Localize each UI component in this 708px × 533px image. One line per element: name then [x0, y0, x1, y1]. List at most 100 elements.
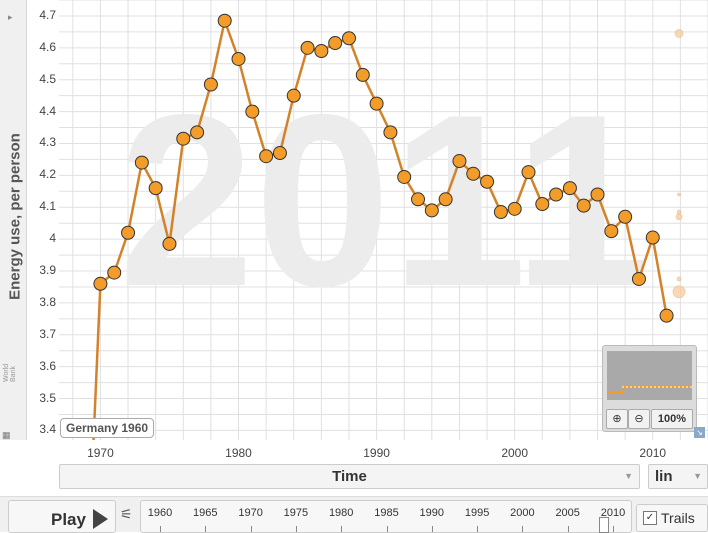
data-point[interactable] [369, 96, 384, 111]
data-point[interactable] [507, 201, 522, 216]
minimap[interactable]: ⊕ ⊖ 100% [602, 345, 697, 432]
data-point[interactable] [452, 154, 467, 169]
data-point[interactable] [162, 236, 177, 251]
y-tick-label: 4 [49, 231, 56, 246]
chart-plot-area: 2011 [59, 0, 708, 440]
other-entity-bubble[interactable] [676, 276, 682, 282]
data-point[interactable] [341, 31, 356, 46]
timeline-year-label: 1960 [147, 507, 173, 519]
other-entity-bubble[interactable] [672, 285, 686, 299]
data-point[interactable] [424, 203, 439, 218]
timeline-year-label: 2010 [600, 507, 626, 519]
data-point[interactable] [631, 271, 646, 286]
data-point[interactable] [355, 67, 370, 82]
resize-icon[interactable]: ↘ [694, 427, 705, 438]
data-point[interactable] [438, 192, 453, 207]
data-point[interactable] [259, 149, 274, 164]
timeline-slider[interactable]: 1960 1965 1970 1975 1980 1985 1990 1995 2000 2005… [140, 500, 632, 533]
x-tick-label: 1970 [87, 446, 114, 460]
x-tick-label: 1990 [363, 446, 390, 460]
trails-checkbox[interactable]: ✓ [643, 511, 657, 525]
data-point[interactable] [480, 174, 495, 189]
data-point[interactable] [107, 265, 122, 280]
timeline-tick [386, 526, 388, 532]
timeline-tick [567, 526, 569, 532]
data-point[interactable] [286, 88, 301, 103]
timeline-tick [341, 526, 343, 532]
data-point[interactable] [314, 44, 329, 59]
data-point[interactable] [383, 125, 398, 140]
data-point[interactable] [245, 104, 260, 119]
data-point[interactable] [411, 192, 426, 207]
data-point[interactable] [217, 13, 232, 28]
data-point[interactable] [203, 77, 218, 92]
timeline-year-label: 2000 [510, 507, 535, 519]
x-axis-selector[interactable]: Time ▼ [59, 464, 640, 489]
play-icon [93, 509, 108, 529]
y-tick-label: 3.4 [39, 422, 56, 437]
data-point[interactable] [562, 181, 577, 196]
data-point[interactable] [176, 131, 191, 146]
data-point[interactable] [466, 166, 481, 181]
x-tick-label: 2010 [639, 446, 667, 460]
data-point[interactable] [590, 187, 605, 202]
y-tick-label: 3.9 [39, 263, 56, 277]
y-tick-label: 3.7 [39, 326, 56, 341]
data-point[interactable] [604, 224, 619, 239]
y-tick-label: 4.2 [39, 167, 56, 182]
y-tick-label: 4.5 [39, 71, 56, 86]
timeline-tick [431, 526, 433, 532]
y-tick-label: 3.5 [39, 390, 56, 405]
data-point[interactable] [231, 51, 246, 66]
data-source: World Bank [3, 363, 17, 382]
y-axis-selector[interactable]: ▸ Energy use, per person World Bank ▦ [0, 0, 27, 440]
data-point[interactable] [93, 276, 108, 291]
timeline-year-label: 1990 [419, 507, 445, 519]
data-point[interactable] [328, 36, 343, 51]
y-tick-label: 3.8 [39, 294, 56, 309]
trails-label: Trails [661, 510, 695, 526]
minimap-viewport[interactable] [607, 351, 692, 400]
y-tick-label: 4.6 [39, 39, 56, 54]
timeline-year-label: 2005 [555, 507, 580, 519]
data-point[interactable] [549, 187, 564, 202]
x-tick-label: 2000 [501, 446, 529, 460]
data-point[interactable] [134, 155, 149, 170]
y-axis-label: Energy use, per person [6, 133, 24, 300]
y-tick-label: 4.3 [39, 135, 56, 150]
zoom-out-button[interactable]: ⊖ [628, 409, 650, 429]
data-point[interactable] [190, 125, 205, 140]
play-button[interactable]: Play [8, 500, 116, 533]
data-point[interactable] [645, 230, 660, 245]
data-point[interactable] [576, 198, 591, 213]
data-point[interactable] [535, 197, 550, 212]
data-point[interactable] [618, 209, 633, 224]
other-entity-bubble[interactable] [674, 29, 684, 38]
table-icon[interactable]: ▦ [2, 430, 11, 440]
data-point[interactable] [121, 225, 136, 240]
x-scale-selector[interactable]: lin ▼ [648, 464, 708, 489]
timeline-year-label: 1980 [328, 507, 354, 519]
play-label: Play [51, 510, 86, 529]
timeline-tick [613, 526, 614, 532]
data-point[interactable] [397, 169, 412, 184]
data-point[interactable] [300, 40, 315, 55]
entity-year-label: Germany 1960 [60, 418, 155, 438]
zoom-level[interactable]: 100% [651, 409, 693, 429]
data-point[interactable] [272, 146, 287, 161]
other-entity-bubble[interactable] [677, 192, 681, 197]
timeline-tick [160, 526, 161, 532]
y-tick-label: 4.4 [39, 103, 56, 118]
data-point[interactable] [148, 181, 163, 196]
data-point[interactable] [493, 205, 508, 220]
y-tick-label: 4.7 [39, 7, 56, 22]
other-entity-bubble[interactable] [676, 209, 682, 215]
zoom-in-button[interactable]: ⊕ [606, 409, 628, 429]
timeline-tick [477, 526, 479, 532]
y-tick-label: 4.1 [39, 199, 56, 214]
other-entity-bubble[interactable] [675, 213, 683, 221]
data-point[interactable] [521, 165, 536, 180]
trails-toggle[interactable]: ✓ Trails [636, 504, 708, 532]
speed-icon[interactable]: ⚟ [120, 506, 133, 522]
data-point[interactable] [659, 308, 674, 323]
